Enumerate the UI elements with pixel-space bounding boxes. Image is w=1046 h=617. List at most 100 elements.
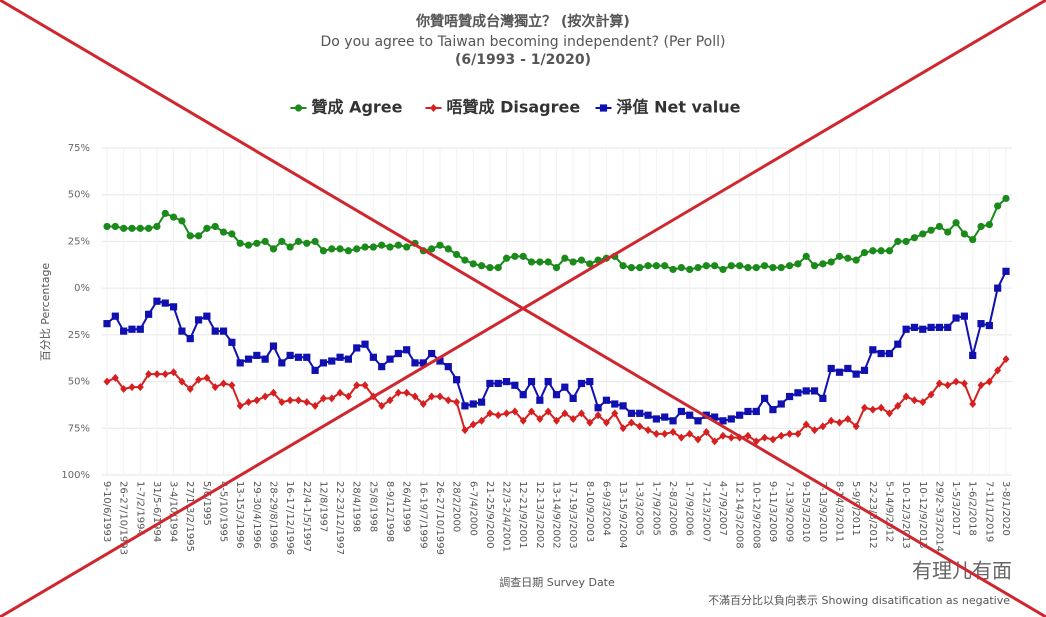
point xyxy=(599,104,608,112)
point xyxy=(561,383,569,391)
point xyxy=(294,237,303,246)
point xyxy=(669,428,677,437)
x-tick-label: 12/8/1997 xyxy=(317,481,328,532)
legend-item: 唔贊成 Disagree xyxy=(425,98,580,117)
point xyxy=(769,435,777,444)
point xyxy=(211,327,219,335)
point xyxy=(636,263,644,272)
point xyxy=(836,418,844,427)
x-tick-label: 8-14/3/2011 xyxy=(834,481,845,542)
point xyxy=(994,202,1002,210)
point xyxy=(136,383,144,392)
point xyxy=(486,409,494,418)
x-tick-label: 1-7/9/2006 xyxy=(684,481,695,536)
point xyxy=(220,379,228,388)
point xyxy=(719,417,727,425)
point xyxy=(811,426,819,435)
point xyxy=(919,325,927,333)
point xyxy=(203,373,211,382)
point xyxy=(594,404,602,412)
y-tick-label: 100% xyxy=(61,470,90,481)
point xyxy=(677,407,685,416)
x-tick-label: 7-13/9/2010 xyxy=(817,481,828,542)
point xyxy=(436,392,444,401)
point xyxy=(519,252,527,260)
point xyxy=(430,104,437,112)
chart-title: 你贊唔贊成台灣獨立？ (按次計算) xyxy=(415,13,630,30)
x-tick-label: 16-19/7/1999 xyxy=(417,481,428,549)
point xyxy=(436,241,444,249)
point xyxy=(194,316,203,324)
point xyxy=(386,396,394,405)
point xyxy=(428,392,436,401)
x-tick-label: 5-14/9/2012 xyxy=(883,481,894,542)
point xyxy=(686,265,694,274)
x-tick-label: 1-7/9/2005 xyxy=(650,481,661,536)
point xyxy=(727,262,735,270)
point xyxy=(736,262,744,270)
point xyxy=(752,263,760,272)
y-tick-label: 75% xyxy=(68,423,90,434)
point xyxy=(361,340,369,348)
point xyxy=(219,327,228,335)
point xyxy=(860,366,869,374)
point xyxy=(120,224,128,232)
x-tick-label: 10-12/9/2008 xyxy=(750,481,761,549)
point xyxy=(319,247,328,255)
point xyxy=(161,209,169,217)
point xyxy=(969,351,977,360)
point xyxy=(336,245,344,253)
point xyxy=(869,405,877,414)
point xyxy=(860,249,869,257)
point xyxy=(969,399,977,408)
point xyxy=(178,377,186,386)
point xyxy=(736,411,744,419)
x-tick-label: 25/8/1998 xyxy=(367,481,378,532)
point xyxy=(977,222,985,231)
point xyxy=(627,409,636,417)
x-tick-label: 26-27/10/1999 xyxy=(434,481,445,555)
point xyxy=(145,310,153,318)
point xyxy=(419,359,427,367)
point xyxy=(777,400,785,408)
point xyxy=(169,303,178,311)
point xyxy=(960,230,968,238)
point xyxy=(952,377,960,386)
x-tick-label: 21-25/9/2000 xyxy=(484,481,495,549)
point xyxy=(794,429,802,438)
point xyxy=(494,379,502,388)
point xyxy=(253,239,261,247)
point xyxy=(544,258,552,266)
point xyxy=(369,243,377,251)
point xyxy=(136,325,144,333)
chart-subtitle: Do you agree to Taiwan becoming independ… xyxy=(321,34,726,50)
point xyxy=(835,368,844,376)
point xyxy=(219,228,228,236)
point xyxy=(644,411,652,419)
point xyxy=(319,394,327,403)
point xyxy=(303,239,311,247)
point xyxy=(361,243,369,251)
point xyxy=(294,104,303,112)
point xyxy=(527,377,536,386)
point xyxy=(477,262,486,270)
point xyxy=(552,391,561,399)
point xyxy=(111,312,119,320)
point xyxy=(128,224,136,232)
point xyxy=(935,222,944,231)
point xyxy=(561,409,569,418)
point xyxy=(927,226,935,234)
point xyxy=(186,385,194,394)
point xyxy=(894,340,902,348)
point xyxy=(935,323,944,331)
legend-label: 淨值 Net value xyxy=(617,98,741,117)
point xyxy=(611,409,619,418)
point xyxy=(586,418,594,427)
point xyxy=(877,349,885,358)
point xyxy=(394,388,402,397)
point xyxy=(344,355,352,363)
point xyxy=(236,401,244,410)
point xyxy=(469,400,477,408)
point xyxy=(169,213,178,221)
point xyxy=(602,396,611,404)
